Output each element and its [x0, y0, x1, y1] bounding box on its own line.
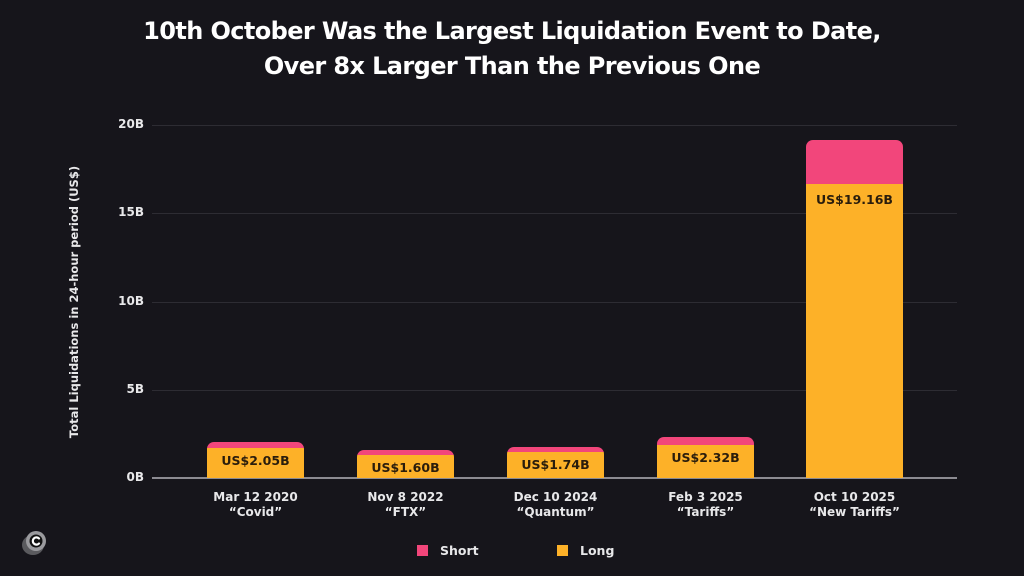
x-tick-event-name: “FTX”: [384, 505, 427, 519]
bar-segment-long: US$1.60B: [357, 454, 454, 478]
x-tick-event-name: “New Tariffs”: [809, 505, 900, 519]
bar-value-label: US$2.32B: [671, 449, 740, 465]
gridline: [152, 301, 957, 303]
c-logo-icon: [20, 528, 50, 558]
y-tick-label: 5B: [126, 381, 145, 396]
legend-swatch-short: [417, 545, 428, 556]
y-tick-label: 20B: [118, 117, 144, 131]
bar-2: US$1.74B: [507, 447, 604, 478]
bar-segment-long: US$1.74B: [507, 452, 604, 478]
chart-title-line-1: 10th October Was the Largest Liquidation…: [143, 17, 881, 45]
gridline: [152, 125, 957, 126]
x-tick-date: Feb 3 2025: [668, 490, 743, 504]
bar-0: US$2.05B: [207, 441, 304, 478]
y-tick-label: 15B: [118, 205, 144, 220]
bar-segment-long: US$19.16B: [806, 183, 903, 478]
legend-swatch-long: [557, 545, 568, 556]
legend-item-long: Long: [557, 543, 614, 558]
chart-title-line-2: Over 8x Larger Than the Previous One: [263, 52, 761, 80]
x-tick-event-name: “Covid”: [228, 505, 283, 519]
bar-segment-short: [657, 437, 754, 445]
bar-4: US$19.16B: [806, 139, 903, 478]
legend-label-long: Long: [580, 543, 615, 558]
x-tick-label: Nov 8 2022 “FTX”: [336, 490, 476, 520]
bar-segment-short: [357, 449, 454, 455]
bar-segment-short: [207, 441, 304, 448]
bar-segment-short: [806, 139, 903, 184]
legend-label-short: Short: [440, 543, 479, 558]
x-tick-label: Oct 10 2025 “New Tariffs”: [785, 490, 925, 520]
gridline: [152, 389, 957, 391]
x-tick-date: Nov 8 2022: [367, 490, 444, 504]
bar-segment-long: US$2.05B: [207, 447, 304, 478]
x-tick-date: Oct 10 2025: [813, 490, 896, 504]
x-axis-baseline: [152, 477, 957, 479]
y-tick-label: 0B: [126, 470, 145, 484]
bar-value-label: US$2.05B: [221, 452, 290, 468]
y-axis-label: Total Liquidations in 24-hour period (US…: [67, 165, 81, 439]
x-tick-label: Dec 10 2024 “Quantum”: [486, 490, 626, 520]
gridline: [152, 213, 957, 215]
bar-value-label: US$1.74B: [521, 457, 590, 473]
legend-item-short: Short: [417, 543, 479, 558]
bar-value-label: US$19.16B: [816, 191, 893, 207]
x-tick-date: Dec 10 2024: [513, 490, 598, 504]
x-tick-date: Mar 12 2020: [213, 490, 298, 504]
plot-area: US$2.05B US$1.60B US$1.74B US$2.32B US$19.16…: [152, 125, 957, 479]
x-tick-event-name: “Tariffs”: [676, 505, 735, 519]
y-tick-label: 10B: [118, 293, 144, 308]
chart-title: 10th October Was the Largest Liquidation…: [0, 14, 1024, 84]
x-tick-label: Mar 12 2020 “Covid”: [186, 490, 326, 520]
bar-value-label: US$1.60B: [371, 459, 440, 475]
bar-segment-short: [507, 447, 604, 453]
bar-3: US$2.32B: [657, 437, 754, 478]
bar-segment-long: US$2.32B: [657, 444, 754, 478]
x-tick-label: Feb 3 2025 “Tariffs”: [636, 490, 776, 520]
x-tick-event-name: “Quantum”: [516, 505, 595, 519]
bar-1: US$1.60B: [357, 449, 454, 478]
